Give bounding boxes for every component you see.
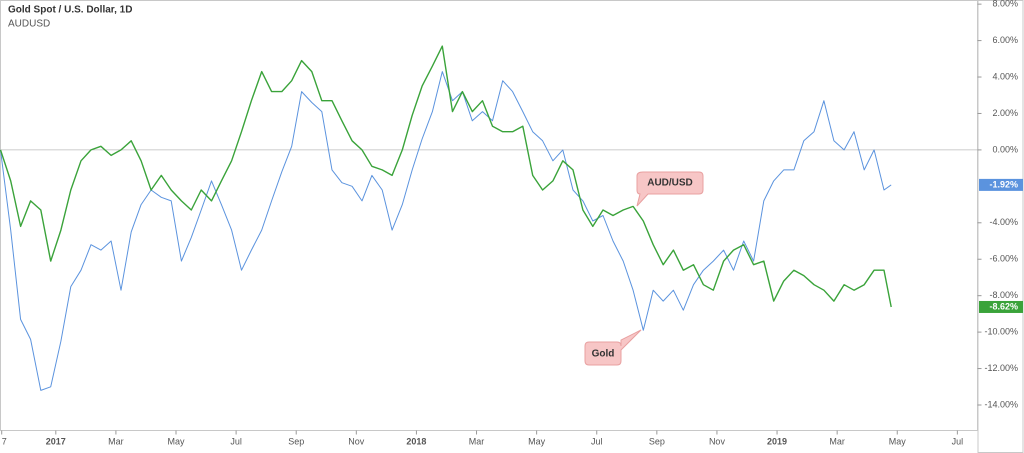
x-tick-label: 2017 xyxy=(46,436,66,446)
x-tick-label: Mar xyxy=(108,436,124,446)
price-axis xyxy=(977,0,1024,453)
series-line xyxy=(0,45,892,308)
x-tick-label: Nov xyxy=(709,436,726,446)
price-label: -8.62% xyxy=(989,301,1018,311)
y-tick-label: 2.00% xyxy=(992,108,1018,118)
chart-subtitle: AUDUSD xyxy=(8,19,50,30)
callout: Gold xyxy=(584,329,642,366)
y-tick-label: -10.00% xyxy=(984,326,1018,336)
plot-area: 8.00% 6.00% 4.00% 2.00% 0.00% -4.00% -6.00% -8.… xyxy=(0,0,1018,446)
y-tick-label: -12.00% xyxy=(984,363,1018,373)
x-tick-label: Mar xyxy=(829,436,845,446)
x-tick-label: Sep xyxy=(288,436,304,446)
price-label-bg xyxy=(979,178,1023,191)
y-tick-label: 4.00% xyxy=(992,71,1018,81)
chart-title: Gold Spot / U.S. Dollar, 1D xyxy=(8,5,132,16)
x-tick-label: 7 xyxy=(2,436,7,446)
x-tick-label: May xyxy=(889,436,907,446)
x-tick-label: Jul xyxy=(230,436,242,446)
callout-box xyxy=(636,171,704,207)
x-tick-label: 2019 xyxy=(767,436,787,446)
price-label: -1.92% xyxy=(989,179,1018,189)
y-tick-label: -4.00% xyxy=(989,217,1018,227)
x-tick-label: May xyxy=(528,436,546,446)
y-tick-label: -8.00% xyxy=(989,290,1018,300)
y-tick-label: 8.00% xyxy=(992,0,1018,9)
callout-text: AUD/USD xyxy=(647,178,693,189)
price-label-bg xyxy=(979,300,1023,313)
y-tick-label: 6.00% xyxy=(992,35,1018,45)
x-tick-label: Jul xyxy=(952,436,964,446)
plot-frame xyxy=(0,0,978,431)
series-line xyxy=(0,71,892,391)
x-tick-label: Mar xyxy=(469,436,485,446)
x-tick-label: 2018 xyxy=(406,436,426,446)
x-tick-label: Nov xyxy=(348,436,365,446)
y-tick-label: -14.00% xyxy=(984,399,1018,409)
callout-box xyxy=(584,329,642,366)
x-tick-label: Jul xyxy=(591,436,603,446)
x-tick-label: Sep xyxy=(649,436,665,446)
callout-text: Gold xyxy=(592,349,615,360)
y-tick-label: 0.00% xyxy=(992,144,1018,154)
callout: AUD/USD xyxy=(636,171,704,207)
x-tick-label: May xyxy=(167,436,185,446)
y-tick-label: -6.00% xyxy=(989,254,1018,264)
